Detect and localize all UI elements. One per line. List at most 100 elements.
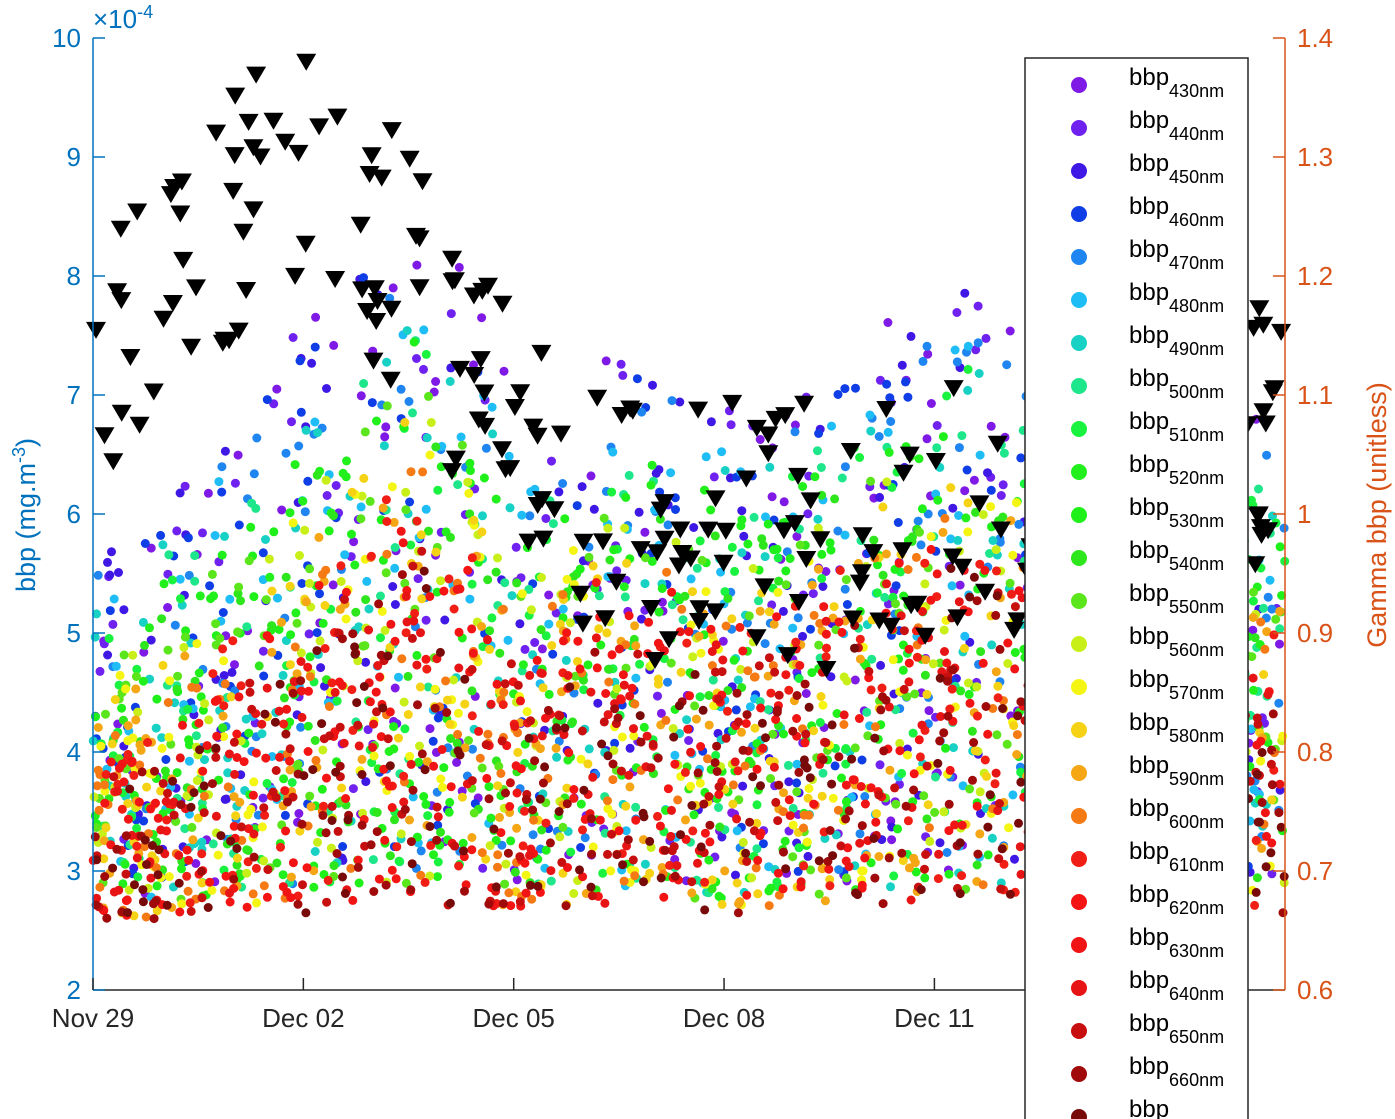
- data-point: [891, 599, 900, 609]
- data-point: [773, 868, 783, 878]
- data-point: [982, 771, 991, 781]
- data-point: [985, 790, 995, 800]
- data-point: [688, 652, 698, 662]
- data-point: [999, 448, 1009, 458]
- data-point: [761, 733, 770, 743]
- data-point: [243, 810, 253, 820]
- data-point: [818, 700, 828, 710]
- data-point: [274, 706, 284, 716]
- data-point: [121, 831, 131, 841]
- data-point: [915, 527, 924, 537]
- data-point: [612, 684, 622, 694]
- data-point: [89, 792, 99, 802]
- data-point: [420, 877, 430, 887]
- data-point: [610, 738, 620, 748]
- data-point: [903, 565, 913, 574]
- data-point: [340, 595, 349, 604]
- data-point: [926, 532, 936, 542]
- data-point: [445, 797, 455, 807]
- data-point: [826, 672, 836, 682]
- data-point: [436, 576, 446, 586]
- data-point-triangle: [570, 585, 591, 603]
- data-point: [910, 689, 920, 699]
- data-point: [123, 908, 132, 918]
- data-point: [669, 732, 679, 742]
- data-point: [245, 678, 255, 688]
- data-point: [157, 733, 167, 743]
- data-point: [320, 601, 330, 610]
- data-point: [882, 579, 891, 589]
- data-point: [96, 741, 106, 751]
- data-point: [379, 441, 389, 451]
- data-point: [607, 650, 617, 660]
- data-point: [688, 826, 698, 836]
- data-point: [120, 859, 130, 869]
- data-point: [389, 722, 399, 732]
- data-point: [971, 507, 980, 517]
- data-point: [1003, 638, 1013, 648]
- data-point-triangle: [899, 446, 920, 464]
- data-point: [416, 530, 426, 540]
- data-point: [435, 647, 445, 657]
- data-point: [1260, 644, 1270, 654]
- data-point: [621, 492, 631, 502]
- data-point: [257, 719, 267, 729]
- data-point: [365, 697, 375, 707]
- data-point: [921, 655, 931, 665]
- data-point: [594, 591, 604, 601]
- data-point: [283, 797, 292, 807]
- y-left-tick-label: 9: [67, 142, 81, 172]
- data-point: [926, 595, 936, 605]
- data-point-triangle: [645, 652, 665, 669]
- data-point: [869, 834, 879, 843]
- data-point: [271, 766, 281, 775]
- data-point: [109, 594, 119, 604]
- data-point: [413, 700, 422, 710]
- data-point: [381, 776, 391, 786]
- data-point: [150, 766, 159, 776]
- data-point: [769, 619, 779, 629]
- data-point: [324, 702, 334, 711]
- data-point: [983, 468, 992, 478]
- data-point: [1260, 808, 1270, 818]
- data-point-triangle: [990, 521, 1011, 539]
- data-point: [290, 460, 300, 470]
- data-point: [213, 850, 223, 860]
- data-point: [629, 724, 638, 734]
- data-point: [568, 546, 578, 555]
- data-point-triangle: [758, 445, 779, 463]
- data-point-triangle: [468, 411, 489, 429]
- data-point: [878, 899, 888, 909]
- data-point: [758, 743, 768, 753]
- data-point-triangle: [243, 139, 264, 157]
- data-point: [230, 660, 239, 670]
- data-point: [198, 528, 207, 538]
- data-point: [100, 798, 110, 808]
- y-right-tick-label: 1.1: [1297, 380, 1333, 410]
- data-point: [895, 746, 905, 756]
- data-point: [338, 872, 347, 882]
- data-point: [1003, 659, 1013, 668]
- data-point: [1277, 591, 1287, 600]
- data-point: [860, 792, 870, 801]
- data-point: [945, 704, 955, 714]
- data-point: [192, 639, 202, 649]
- data-point: [513, 747, 523, 757]
- data-point: [429, 850, 438, 860]
- data-point: [249, 469, 259, 479]
- data-point: [277, 505, 287, 515]
- data-point: [300, 507, 310, 517]
- data-point: [645, 836, 655, 846]
- legend-marker: [1071, 980, 1087, 996]
- data-point: [419, 364, 428, 374]
- data-point: [1267, 780, 1277, 790]
- data-point: [422, 757, 432, 767]
- data-point: [165, 676, 175, 686]
- data-point: [397, 570, 407, 580]
- data-point: [157, 614, 167, 624]
- data-point: [1249, 785, 1259, 795]
- data-point: [233, 589, 243, 599]
- data-point: [484, 794, 494, 804]
